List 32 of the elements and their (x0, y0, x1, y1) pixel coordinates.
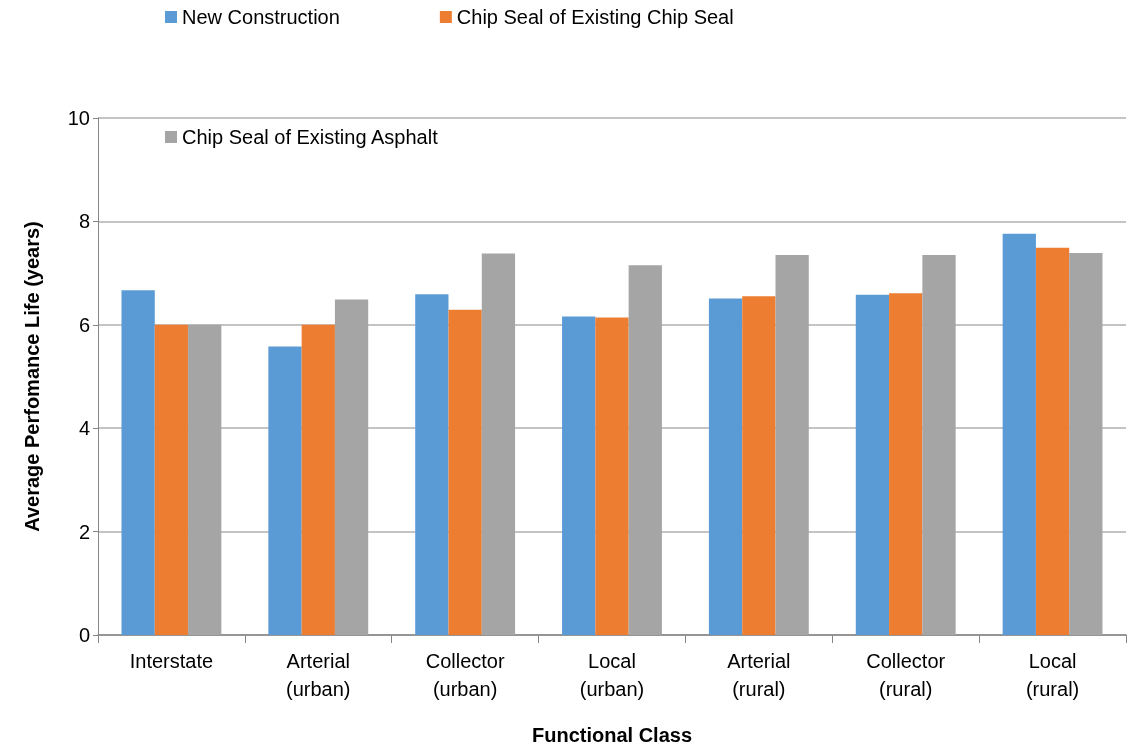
x-axis-title: Functional Class (531, 724, 693, 746)
y-tick-label: 0 (78, 624, 90, 646)
legend-label: Chip Seal of Existing Asphalt (182, 126, 439, 148)
x-tick-label: Arterial (rural) (727, 650, 791, 700)
bar (301, 324, 335, 635)
bar (742, 296, 776, 635)
bar (415, 294, 449, 635)
y-tick-label: 10 (67, 107, 90, 129)
x-tick-label: Arterial (urban) (286, 650, 351, 700)
bar (889, 293, 923, 635)
bar (1035, 247, 1070, 635)
y-tick-label: 6 (78, 313, 90, 336)
x-tick-label: Collector (urban) (425, 650, 505, 700)
legend-label: Chip Seal of Existing Chip Seal (456, 6, 734, 28)
bar (855, 294, 890, 635)
x-tick-label: Local (urban) (579, 650, 645, 700)
bar (708, 298, 743, 635)
x-tick-label: Local (rural) (1025, 650, 1080, 700)
y-tick-label: 8 (78, 210, 90, 233)
bar (121, 290, 155, 635)
legend-label: New Construction (182, 6, 340, 28)
bar (268, 346, 302, 635)
y-tick-label: 4 (78, 417, 90, 440)
bar (595, 317, 629, 635)
y-tick-label: 2 (78, 520, 90, 543)
bar (448, 309, 482, 635)
x-tick-label: Collector (rural) (866, 650, 946, 700)
x-tick-label: Interstate (129, 650, 214, 672)
bar (154, 324, 189, 635)
bar (1002, 233, 1036, 635)
bar (562, 316, 596, 635)
y-axis-title: Average Perfomance Life (years) (21, 221, 43, 532)
